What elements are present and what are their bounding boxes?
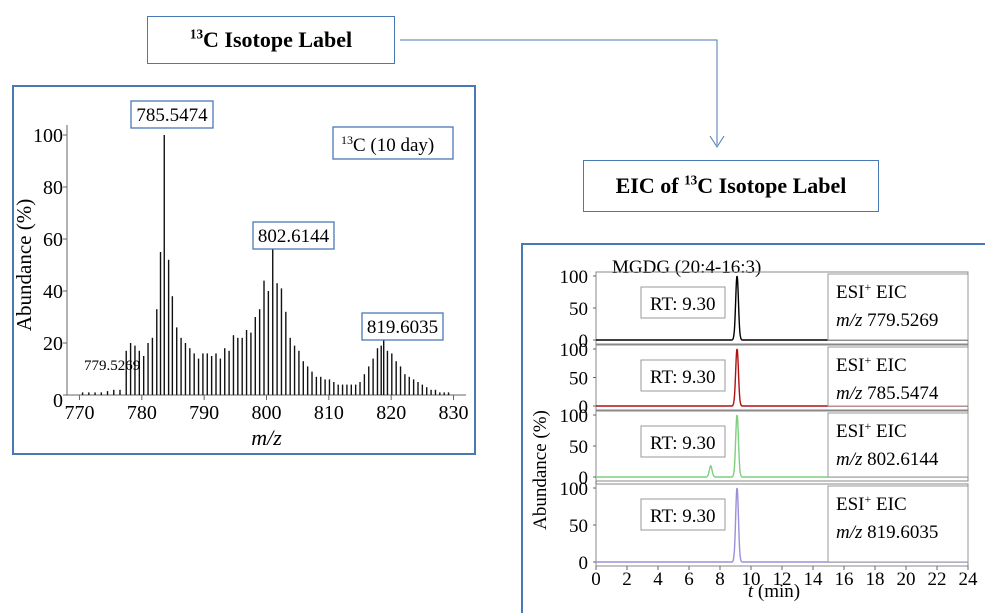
peak-label: 802.6144 [258,226,330,247]
mz-label: m/z 785.5474 [836,383,939,404]
rt-label: RT: 9.30 [650,506,715,527]
x-tick-label: 16 [835,569,854,590]
y-tick-label: 40 [43,281,63,303]
y-tick-label: 100 [560,406,589,427]
y-tick-label: 60 [43,229,63,251]
y-tick-label: 0 [579,553,589,574]
ion-mode-label: ESI+ EIC [836,492,907,515]
y-axis-label: Abundance (%) [530,410,551,530]
x-tick-label: 10 [742,569,761,590]
ion-mode-label: ESI+ EIC [836,353,907,376]
rt-label-box [640,498,726,531]
x-tick-label: 770 [64,402,94,424]
x-tick-label: 24 [959,569,979,590]
peak-label-box [252,221,335,250]
ion-mode-label: ESI+ EIC [836,280,907,303]
mz-label: m/z 779.5269 [836,310,938,331]
y-axis-label: Abundance (%) [12,199,36,331]
x-tick-label: 780 [127,402,157,424]
y-tick-label: 50 [569,369,588,390]
x-tick-label: 0 [591,569,601,590]
x-tick-label: 830 [439,402,469,424]
rt-label: RT: 9.30 [650,433,715,454]
rt-label: RT: 9.30 [650,294,715,315]
x-tick-label: 8 [715,569,725,590]
y-tick-label: 80 [43,177,63,199]
eic-label-box [827,412,969,478]
peak-label: 785.5474 [136,105,208,126]
ion-mode-label: ESI+ EIC [836,419,907,442]
rt-label-box [640,359,726,392]
y-tick-label: 50 [569,516,588,537]
peak-label: 819.6035 [367,317,438,338]
x-axis-label: m/z [251,425,282,450]
x-tick-label: 18 [866,569,885,590]
x-tick-label: 820 [376,402,406,424]
peak-label: 779.5269 [84,358,140,374]
rt-label-box [640,286,726,319]
connector-arrow [400,39,725,148]
eic-label-text: EIC of 13C Isotope Label [615,172,847,198]
y-tick-label: 50 [569,299,588,320]
rt-label-box [640,425,726,458]
x-tick-label: 4 [653,569,663,590]
peak-label-box [361,312,444,341]
x-tick-label: 12 [773,569,792,590]
condition-annotation-box [332,126,454,160]
rt-label: RT: 9.30 [650,367,715,388]
eic-label-box: EIC of 13C Isotope Label [583,160,879,212]
eic-label-box [827,485,969,563]
y-tick-label: 100 [560,267,589,288]
x-tick-label: 790 [189,402,219,424]
compound-label: MGDG (20:4-16:3) [612,257,761,278]
x-tick-label: 20 [897,569,916,590]
eic-label-box [827,273,969,341]
mz-label: m/z 819.6035 [836,522,938,543]
y-tick-label: 0 [579,331,589,352]
y-tick-label: 0 [579,397,589,418]
isotope-label-text: 13C Isotope Label [189,26,353,52]
x-tick-label: 810 [314,402,344,424]
y-tick-label: 100 [560,340,589,361]
y-tick-label: 100 [33,125,63,147]
mz-label: m/z 802.6144 [836,449,939,470]
y-tick-label: 100 [560,479,589,500]
y-tick-label: 50 [569,437,588,458]
y-tick-label: 0 [579,468,589,489]
x-tick-label: 14 [804,569,824,590]
mass-spectrum-chart: 0 20 40 60 80 100 770 780 790 800 810 820 830 Abundan… [12,100,469,450]
x-tick-label: 800 [252,402,282,424]
y-tick-label: 20 [43,333,63,355]
x-tick-label: 2 [622,569,632,590]
x-tick-label: 6 [684,569,694,590]
isotope-label-box: 13C Isotope Label [147,16,395,64]
x-axis-label: t (min) [748,581,800,602]
y-tick-label: 0 [53,390,63,412]
x-tick-label: 22 [928,569,947,590]
eic-label-box [827,346,969,407]
peak-label-box [130,100,214,129]
condition-annotation: 13C (10 day) [341,133,434,156]
